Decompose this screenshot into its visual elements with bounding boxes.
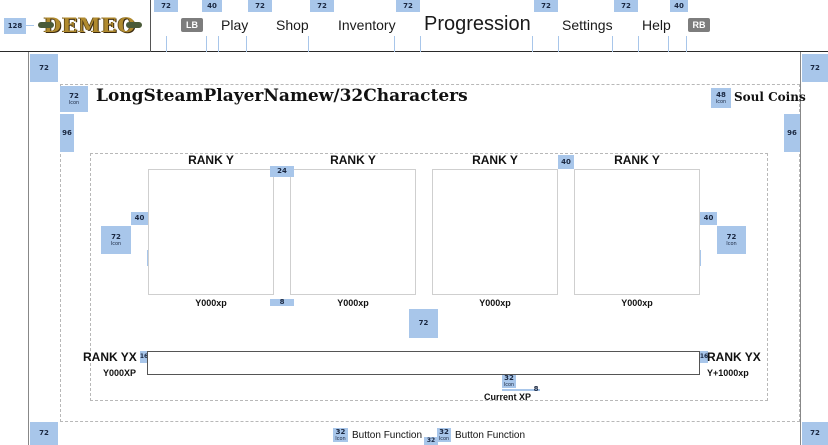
spacing-marker: 40	[700, 212, 717, 225]
spacing-guide	[668, 36, 669, 52]
spacing-marker: 96	[784, 114, 800, 152]
spacing-guide	[246, 36, 247, 52]
spacing-guide	[638, 36, 639, 52]
spacing-marker: 40	[131, 212, 148, 225]
header-divider	[150, 0, 151, 52]
spacing-guide	[26, 25, 34, 26]
margin-marker: 72	[30, 54, 58, 82]
next-rank-xp: Y+1000xp	[707, 368, 749, 378]
next-rank-label: RANK YX	[707, 350, 761, 364]
spacing-marker: 32	[424, 437, 438, 445]
right-bumper-button[interactable]: RB	[688, 18, 710, 32]
rank-xp-requirement: Y000xp	[479, 298, 511, 308]
spacing-marker: 72	[310, 0, 334, 12]
frame-guide-right	[800, 52, 801, 445]
spacing-guide	[700, 250, 701, 266]
controller-button-icon: 32 Icon	[333, 428, 348, 442]
rank-xp-requirement: Y000xp	[337, 298, 369, 308]
spacing-guide	[147, 250, 148, 266]
footer-button-2[interactable]: Button Function	[455, 430, 526, 441]
spacing-marker: 16	[140, 351, 148, 363]
spacing-guide	[612, 36, 613, 52]
logo-wing-left	[38, 22, 54, 28]
rank-title: RANK Y	[330, 153, 376, 167]
left-bumper-button[interactable]: LB	[181, 18, 203, 32]
rank-xp-requirement: Y000xp	[195, 298, 227, 308]
tab-settings[interactable]: Settings	[562, 17, 613, 33]
logo-text: DEMEO	[43, 13, 137, 37]
player-avatar-icon: 72 Icon	[60, 86, 88, 112]
margin-marker: 72	[802, 54, 828, 82]
tab-progression[interactable]: Progression	[424, 13, 531, 35]
current-rank-xp: Y000XP	[103, 368, 137, 378]
margin-marker: 72	[30, 422, 58, 445]
tab-shop[interactable]: Shop	[276, 17, 309, 33]
rank-reward-card[interactable]	[148, 169, 274, 295]
tab-help[interactable]: Help	[642, 17, 671, 33]
spacing-guide	[686, 36, 687, 52]
top-nav-bar: 128 DEMEO 72 40 72 72 72 72 72 40 LB Pla…	[0, 0, 828, 52]
rank-reward-card[interactable]	[290, 169, 416, 295]
controller-button-icon: 32 Icon	[437, 427, 451, 442]
soul-coins-label: Soul Coins	[734, 90, 806, 104]
spacing-marker: 72	[154, 0, 178, 12]
footer-button-1[interactable]: Button Function	[352, 430, 423, 441]
spacing-marker: 8	[533, 385, 539, 393]
spacing-guide	[394, 36, 395, 52]
spacing-guide	[166, 36, 167, 52]
spacing-marker: 40	[670, 0, 688, 12]
spacing-marker: 40	[558, 155, 574, 169]
rank-title: RANK Y	[614, 153, 660, 167]
spacing-marker: 8	[270, 299, 294, 306]
soul-coin-icon: 48 Icon	[711, 88, 731, 108]
spacing-marker: 72	[534, 0, 558, 12]
xp-marker-icon: 32 Icon	[502, 374, 516, 388]
rank-xp-requirement: Y000xp	[621, 298, 653, 308]
rank-reward-card[interactable]	[574, 169, 700, 295]
previous-rank-icon[interactable]: 72 Icon	[101, 226, 131, 254]
frame-guide-left	[28, 52, 29, 445]
spacing-marker: 24	[270, 166, 294, 177]
rank-title: RANK Y	[472, 153, 518, 167]
spacing-value: 128	[7, 21, 23, 30]
tab-play[interactable]: Play	[221, 17, 249, 33]
spacing-guide	[502, 389, 540, 391]
spacing-marker: 72	[396, 0, 420, 12]
spacing-guide	[206, 36, 207, 52]
spacing-guide	[532, 36, 533, 52]
xp-progress-bar	[147, 351, 700, 375]
spacing-guide	[308, 36, 309, 52]
margin-marker: 72	[802, 422, 828, 445]
next-rank-icon[interactable]: 72 Icon	[717, 226, 746, 254]
spacing-marker: 72	[614, 0, 638, 12]
spacing-marker: 40	[202, 0, 222, 12]
player-name: LongSteamPlayerNamew/32Characters	[96, 86, 468, 106]
rank-reward-card[interactable]	[432, 169, 558, 295]
spacing-guide	[558, 36, 559, 52]
current-xp-label: Current XP	[484, 392, 532, 402]
spacing-guide	[218, 36, 219, 52]
spacing-marker: 72	[248, 0, 272, 12]
content-panel	[60, 84, 800, 422]
current-rank-label: RANK YX	[83, 350, 137, 364]
rank-track-panel	[90, 153, 768, 401]
rank-title: RANK Y	[188, 153, 234, 167]
spacing-marker: 96	[60, 114, 74, 152]
game-logo[interactable]: DEMEO	[34, 6, 146, 44]
spacing-marker: 72	[409, 309, 438, 338]
tab-inventory[interactable]: Inventory	[338, 17, 396, 33]
spacing-guide	[420, 36, 421, 52]
spacing-marker: 16	[700, 351, 708, 363]
logo-wing-right	[126, 22, 142, 28]
spacing-marker: 128	[4, 18, 26, 34]
